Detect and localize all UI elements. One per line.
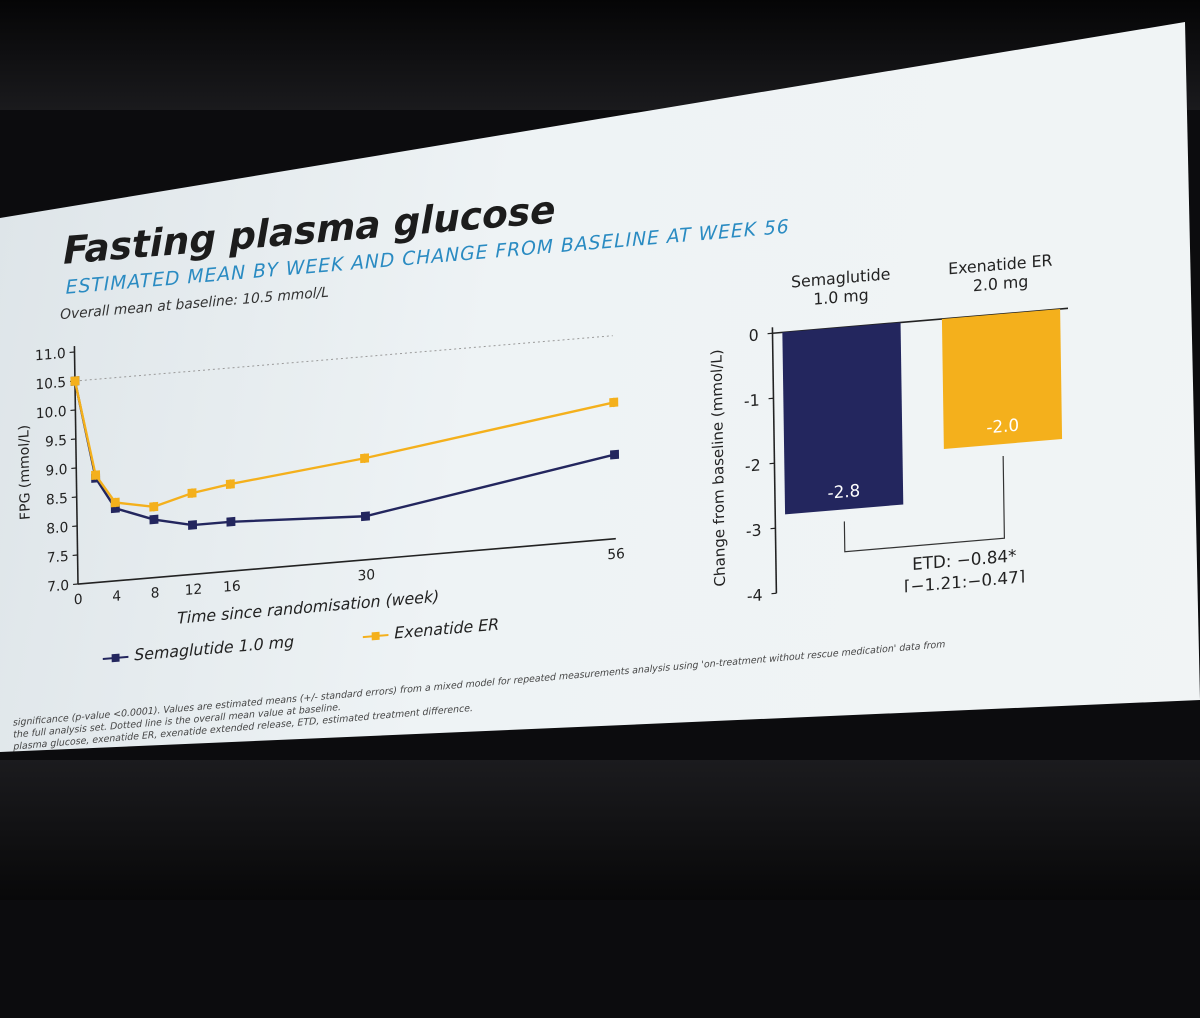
y-tick-label: 11.0	[35, 346, 66, 365]
data-point-semaglutide	[226, 517, 235, 527]
bar-value-label: -2.8	[827, 480, 860, 503]
x-axis-label: Time since randomisation (week)	[177, 587, 439, 628]
line-chart: 7.0 7.5 8.0 8.5 9.0 9.5 10.0 10.5 11.0 0 4 8 12 16 30 5…	[3, 265, 638, 648]
legend-exenatide-label: Exenatide ER	[394, 615, 499, 643]
data-point-semaglutide	[149, 515, 158, 525]
data-point-exenatide	[149, 502, 158, 512]
x-tick-label: 12	[185, 582, 203, 600]
x-tick-label: 30	[357, 567, 375, 585]
data-point-exenatide	[111, 498, 120, 508]
footnote-line: plasma glucose, exenatide ER, exenatide …	[13, 650, 1097, 753]
y-tick-label: 7.5	[47, 549, 69, 567]
data-point-semaglutide	[610, 450, 619, 460]
bar-y-axis	[772, 327, 776, 593]
x-tick-label: 4	[112, 588, 121, 605]
y-tick-label: 9.5	[45, 433, 67, 451]
y-tick-label: 7.0	[47, 578, 69, 596]
bar-value-label: -2.0	[986, 415, 1019, 438]
bar-chart: 0 -1 -2 -3 -4 Change from baseline (mmol/L) -2…	[672, 157, 1092, 612]
data-point-semaglutide	[188, 520, 197, 530]
y-tick-label: 9.0	[45, 462, 67, 480]
bar-category-label: 2.0 mg	[973, 272, 1029, 296]
bar-y-tick-label: 0	[749, 325, 759, 345]
data-point-exenatide	[609, 398, 618, 408]
baseline-dotted-line	[75, 336, 613, 381]
bar-y-tick-label: -1	[744, 390, 760, 410]
y-tick-label: 8.5	[46, 491, 68, 509]
data-point-exenatide	[360, 453, 369, 463]
data-point-exenatide	[91, 470, 100, 480]
series-line-exenatide	[75, 336, 615, 514]
data-point-exenatide	[226, 479, 235, 489]
bar-y-axis-label: Change from baseline (mmol/L)	[708, 349, 729, 588]
y-axis-label: FPG (mmol/L)	[16, 424, 33, 520]
data-point-exenatide	[70, 376, 79, 386]
x-tick-label: 8	[151, 585, 160, 602]
legend-semaglutide-swatch	[103, 655, 129, 659]
x-tick-label: 56	[607, 546, 625, 564]
data-point-exenatide	[188, 488, 197, 498]
legend-exenatide-swatch	[363, 633, 389, 637]
bar-y-tick-label: -4	[747, 585, 763, 605]
legend-exenatide: Exenatide ER	[363, 615, 500, 645]
bar-y-tick-label: -2	[745, 455, 761, 475]
x-axis	[78, 539, 616, 584]
x-tick-label: 16	[223, 578, 241, 596]
y-tick-label: 10.5	[35, 375, 66, 394]
auditorium-floor	[0, 760, 1200, 900]
y-tick-label: 10.0	[36, 404, 67, 423]
x-tick-label: 0	[74, 592, 83, 609]
bar-y-tick-label: -3	[746, 520, 762, 540]
legend-semaglutide-label: Semaglutide 1.0 mg	[134, 632, 294, 664]
y-tick-label: 8.0	[46, 520, 68, 538]
bar-category-label: 1.0 mg	[813, 285, 869, 309]
data-point-semaglutide	[361, 511, 370, 521]
